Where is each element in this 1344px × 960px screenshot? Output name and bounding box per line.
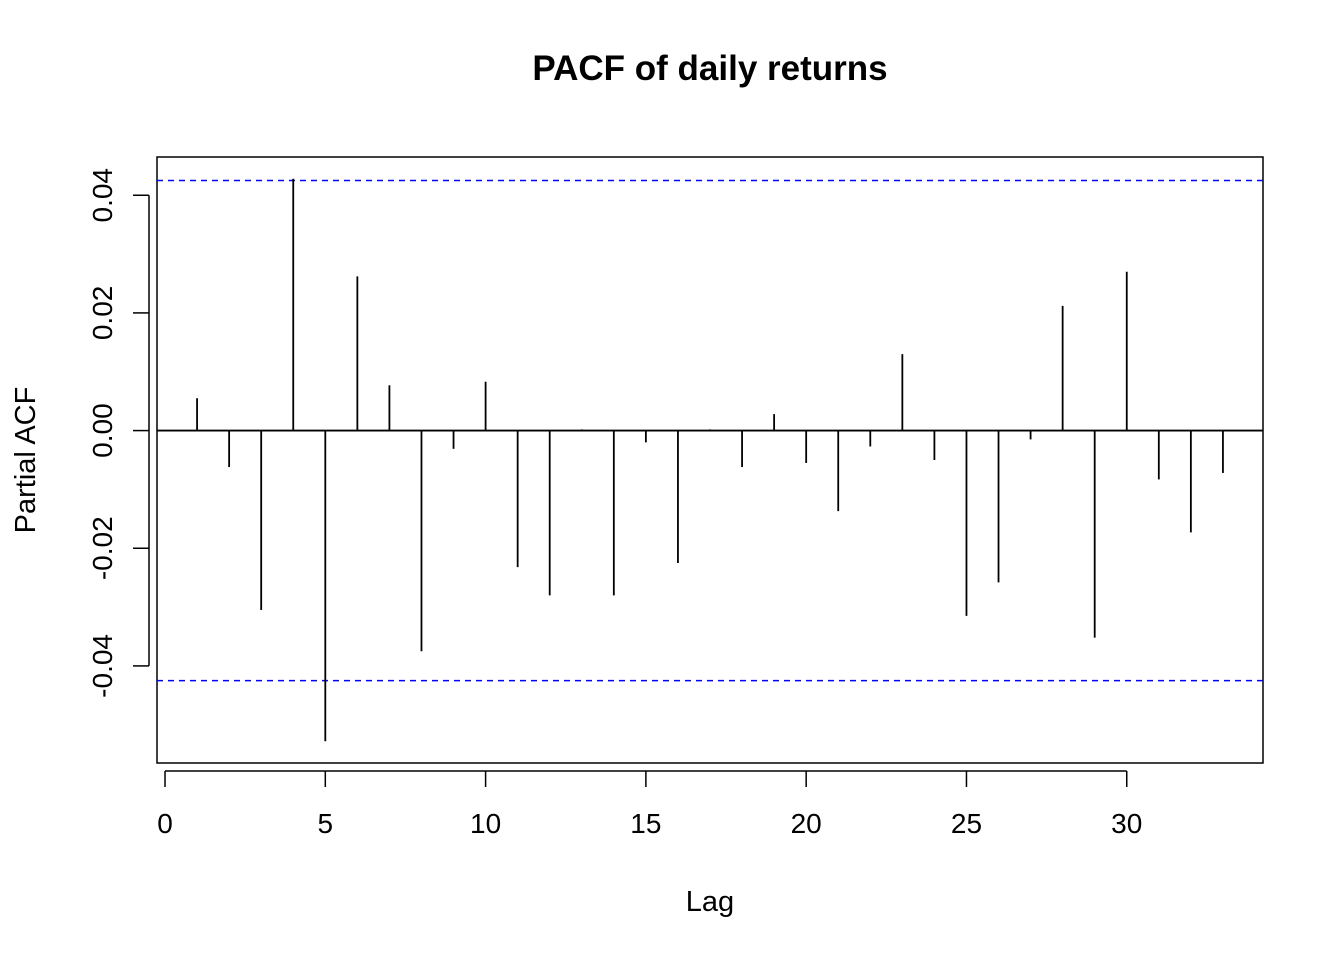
x-tick-label-25: 25 <box>951 808 982 839</box>
x-tick-label-0: 0 <box>157 808 173 839</box>
plot-frame <box>156 156 1264 764</box>
y-tick-label-3: 0.02 <box>87 286 118 341</box>
x-tick-label-5: 5 <box>318 808 334 839</box>
y-tick-label-0: -0.04 <box>87 634 118 698</box>
y-axis-label: Partial ACF <box>10 387 42 534</box>
y-tick-label-2: 0.00 <box>87 403 118 458</box>
x-tick-label-10: 10 <box>470 808 501 839</box>
y-tick-label-4: 0.04 <box>87 168 118 223</box>
x-tick-label-30: 30 <box>1111 808 1142 839</box>
x-tick-label-15: 15 <box>630 808 661 839</box>
x-tick-label-20: 20 <box>791 808 822 839</box>
chart-title: PACF of daily returns <box>532 49 887 88</box>
y-tick-label-1: -0.02 <box>87 516 118 580</box>
x-axis-label: Lag <box>686 886 734 918</box>
